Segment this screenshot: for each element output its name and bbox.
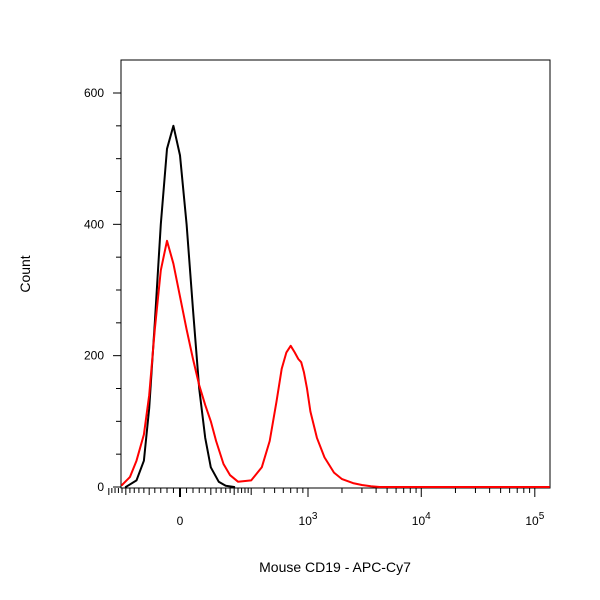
x-tick-label: 104 <box>412 511 431 528</box>
y-tick-label: 600 <box>84 86 104 100</box>
x-tick-label: 103 <box>299 511 318 528</box>
y-axis-title: Count <box>17 255 33 292</box>
x-tick-label: 105 <box>525 511 544 528</box>
y-axis: 0 200 400 600 <box>84 86 121 494</box>
y-tick-label: 400 <box>84 217 104 231</box>
x-axis-title: Mouse CD19 - APC-Cy7 <box>259 559 411 575</box>
y-tick-label: 200 <box>84 349 104 363</box>
series-line-black <box>124 124 236 488</box>
y-tick-label: 0 <box>97 480 104 494</box>
series-line-red <box>121 239 550 488</box>
x-axis: 0 103 104 105 <box>108 488 545 528</box>
series-layer <box>121 124 550 488</box>
x-tick-label: 0 <box>177 514 184 528</box>
plot-frame <box>120 59 551 489</box>
